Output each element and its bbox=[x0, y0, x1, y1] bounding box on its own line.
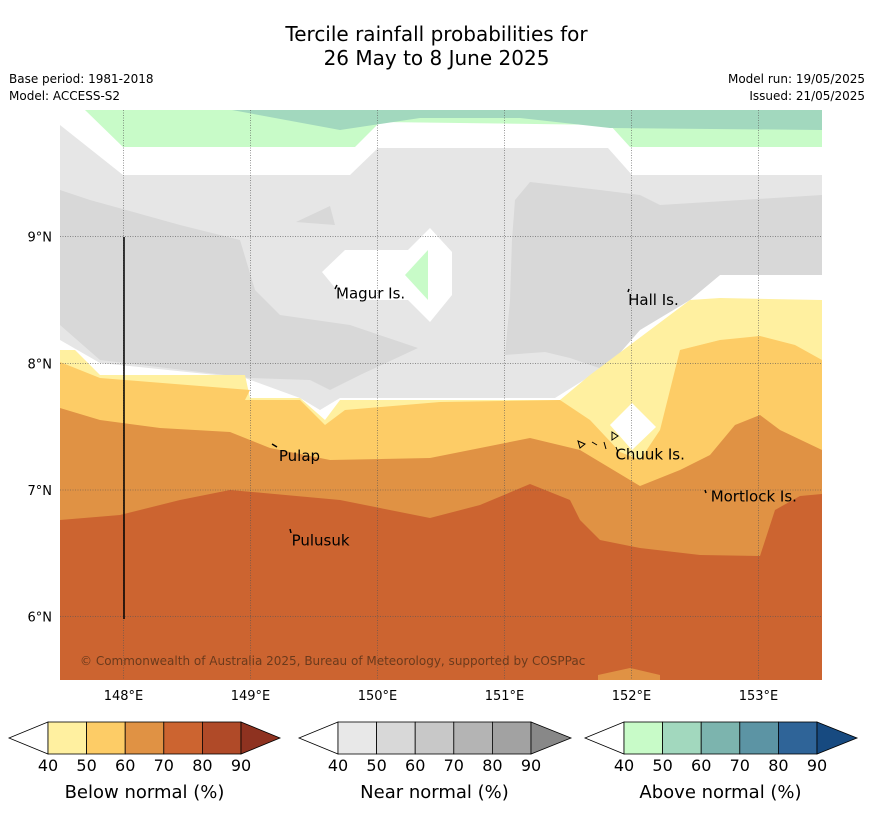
colorbars: 40 50 60 70 80 90 Below normal (%) 40 50 60 70 80 90… bbox=[7, 721, 859, 803]
title-line-2: 26 May to 8 June 2025 bbox=[323, 46, 550, 70]
colorbar-swatch bbox=[337, 721, 377, 755]
colorbar-swatch bbox=[739, 721, 779, 755]
base-period: Base period: 1981-2018 bbox=[9, 72, 154, 86]
island-chuuk bbox=[577, 431, 619, 453]
meta-left: Base period: 1981-2018 Model: ACCESS-S2 bbox=[9, 71, 154, 105]
map-field bbox=[60, 110, 822, 680]
chart-title: Tercile rainfall probabilities for 26 Ma… bbox=[0, 22, 873, 70]
x-axis-ticks: 148°E 149°E 150°E 151°E 152°E 153°E bbox=[104, 689, 779, 704]
colorbar: 40 50 60 70 80 90 Below normal (%) bbox=[7, 721, 282, 803]
chuuk-diamond bbox=[610, 403, 656, 450]
colorbar-tick-label: 40 bbox=[328, 756, 348, 775]
colorbar-tick-label: 50 bbox=[76, 756, 96, 775]
place-label: Magur Is. bbox=[336, 285, 405, 303]
colorbar-tick-label: 50 bbox=[366, 756, 386, 775]
colorbar: 40 50 60 70 80 90 Near normal (%) bbox=[297, 721, 573, 803]
above-40-spot bbox=[405, 250, 428, 300]
x-tick-label: 151°E bbox=[485, 689, 525, 704]
place-label: Hall Is. bbox=[628, 291, 679, 309]
colorbar-swatch bbox=[124, 721, 165, 755]
model-name: Model: ACCESS-S2 bbox=[9, 89, 121, 103]
colorbar-title: Below normal (%) bbox=[65, 782, 225, 803]
colorbar-tick-label: 60 bbox=[405, 756, 425, 775]
place-label: Pulap bbox=[279, 447, 320, 465]
near-50-spot bbox=[296, 206, 335, 225]
colorbar-swatch bbox=[662, 721, 702, 755]
y-tick-label: 8°N bbox=[28, 357, 53, 372]
colorbar-tick-label: 40 bbox=[614, 756, 634, 775]
colorbar-swatch bbox=[376, 721, 416, 755]
colorbar-arrow-left bbox=[583, 721, 625, 755]
meta-right: Model run: 19/05/2025 Issued: 21/05/2025 bbox=[728, 71, 865, 105]
y-axis-ticks: 6°N 7°N 8°N 9°N bbox=[28, 231, 53, 626]
island-pulusuk bbox=[289, 528, 292, 534]
colorbar-tick-label: 70 bbox=[444, 756, 464, 775]
model-run: Model run: 19/05/2025 bbox=[727, 72, 865, 86]
colorbar-tick-label: 60 bbox=[115, 756, 135, 775]
colorbar-tick-label: 90 bbox=[231, 756, 251, 775]
y-tick-label: 6°N bbox=[28, 611, 53, 626]
place-label: Pulusuk bbox=[292, 532, 350, 550]
place-labels: Magur Is. Hall Is. Pulap Chuuk Is. Mortlock … bbox=[279, 285, 797, 550]
colorbar-arrow-left bbox=[297, 721, 339, 755]
near-50-right bbox=[505, 182, 822, 370]
colorbar-tick-label: 50 bbox=[652, 756, 672, 775]
colorbar-swatch bbox=[623, 721, 663, 755]
island-magur bbox=[334, 284, 338, 290]
colorbar-swatch bbox=[47, 721, 87, 755]
island-mortlock bbox=[704, 489, 707, 494]
colorbar-swatch bbox=[453, 721, 493, 755]
place-label: Chuuk Is. bbox=[615, 446, 684, 464]
near-50-left bbox=[60, 190, 418, 390]
issued-date: Issued: 21/05/2025 bbox=[749, 89, 865, 103]
colorbar-tick-label: 80 bbox=[192, 756, 212, 775]
colorbar: 40 50 60 70 80 90 Above normal (%) bbox=[583, 721, 859, 803]
colorbar-tick-label: 70 bbox=[154, 756, 174, 775]
x-tick-label: 150°E bbox=[358, 689, 398, 704]
colorbar-arrow-right bbox=[816, 721, 859, 755]
colorbar-arrow-left bbox=[7, 721, 49, 755]
colorbar-swatch bbox=[491, 721, 532, 755]
colorbar-swatch bbox=[163, 721, 203, 755]
colorbar-tick-label: 90 bbox=[807, 756, 827, 775]
place-label: Mortlock Is. bbox=[711, 487, 797, 505]
colorbar-tick-label: 70 bbox=[730, 756, 750, 775]
colorbar-tick-label: 60 bbox=[691, 756, 711, 775]
low-confidence-patch bbox=[322, 228, 452, 322]
y-tick-label: 7°N bbox=[28, 484, 53, 499]
colorbar-arrow-right bbox=[530, 721, 573, 755]
island-pulap bbox=[271, 443, 278, 448]
colorbar-swatch bbox=[414, 721, 455, 755]
x-tick-label: 148°E bbox=[104, 689, 144, 704]
x-tick-label: 153°E bbox=[739, 689, 779, 704]
colorbar-arrow-right bbox=[240, 721, 282, 755]
above-50-region bbox=[232, 110, 822, 130]
copyright-text: © Commonwealth of Australia 2025, Bureau… bbox=[80, 654, 585, 668]
colorbar-tick-label: 90 bbox=[521, 756, 541, 775]
title-line-1: Tercile rainfall probabilities for bbox=[285, 22, 588, 46]
colorbar-swatch bbox=[700, 721, 741, 755]
island-hall bbox=[627, 288, 630, 293]
colorbar-swatch bbox=[778, 721, 818, 755]
colorbar-swatch bbox=[201, 721, 242, 755]
colorbar-tick-label: 40 bbox=[38, 756, 58, 775]
colorbar-tick-label: 80 bbox=[482, 756, 502, 775]
below-60-spot bbox=[598, 668, 660, 680]
island-markers bbox=[271, 284, 707, 534]
colorbar-title: Near normal (%) bbox=[360, 782, 509, 803]
colorbar-swatch bbox=[86, 721, 126, 755]
y-tick-label: 9°N bbox=[28, 231, 53, 246]
x-tick-label: 149°E bbox=[231, 689, 271, 704]
x-tick-label: 152°E bbox=[612, 689, 652, 704]
colorbar-title: Above normal (%) bbox=[639, 782, 801, 803]
colorbar-tick-label: 80 bbox=[768, 756, 788, 775]
